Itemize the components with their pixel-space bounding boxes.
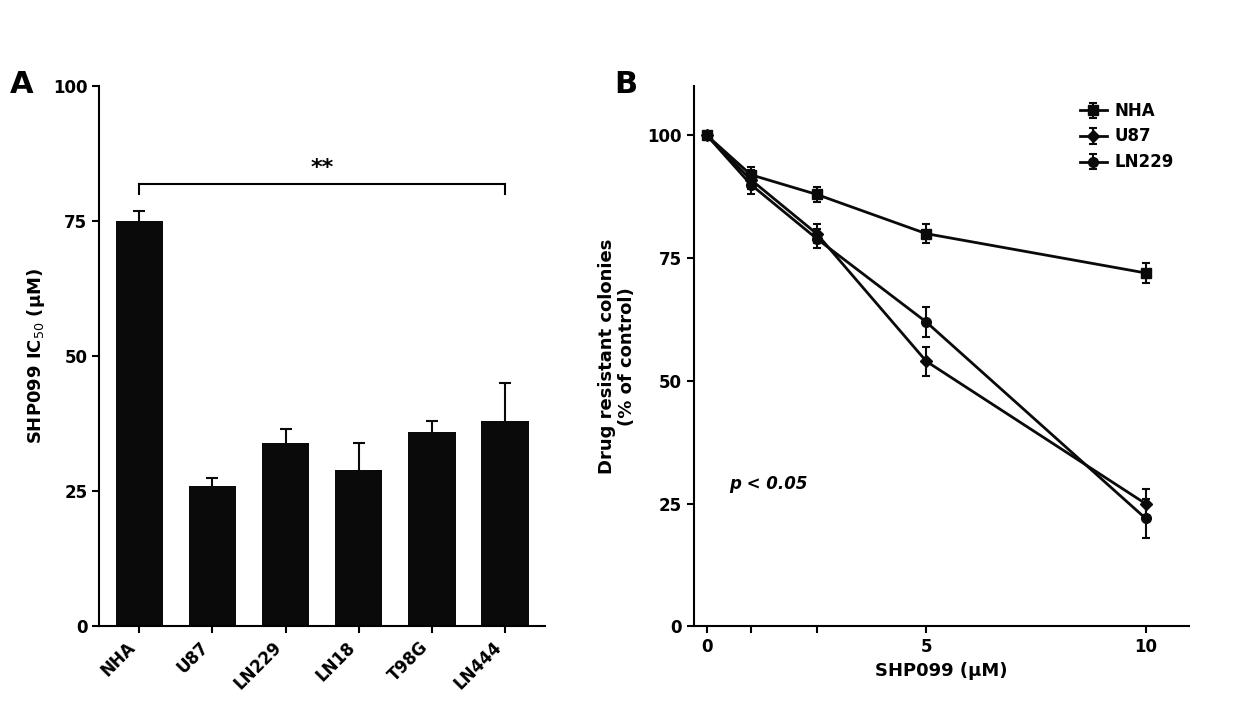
Legend: NHA, U87, LN229: NHA, U87, LN229	[1072, 94, 1182, 179]
Bar	[408, 432, 456, 626]
Bar	[261, 443, 310, 626]
Text: B: B	[615, 70, 638, 99]
Bar	[335, 469, 383, 626]
Y-axis label: SHP099 IC$_{50}$ (μM): SHP099 IC$_{50}$ (μM)	[25, 269, 47, 444]
Bar	[115, 222, 164, 626]
Bar	[481, 421, 529, 626]
Text: **: **	[311, 158, 333, 178]
Y-axis label: Drug resistant colonies
(% of control): Drug resistant colonies (% of control)	[597, 239, 637, 474]
Text: A: A	[10, 70, 33, 99]
Text: p < 0.05: p < 0.05	[729, 475, 808, 493]
X-axis label: SHP099 (μM): SHP099 (μM)	[876, 662, 1007, 680]
Bar	[188, 486, 237, 626]
